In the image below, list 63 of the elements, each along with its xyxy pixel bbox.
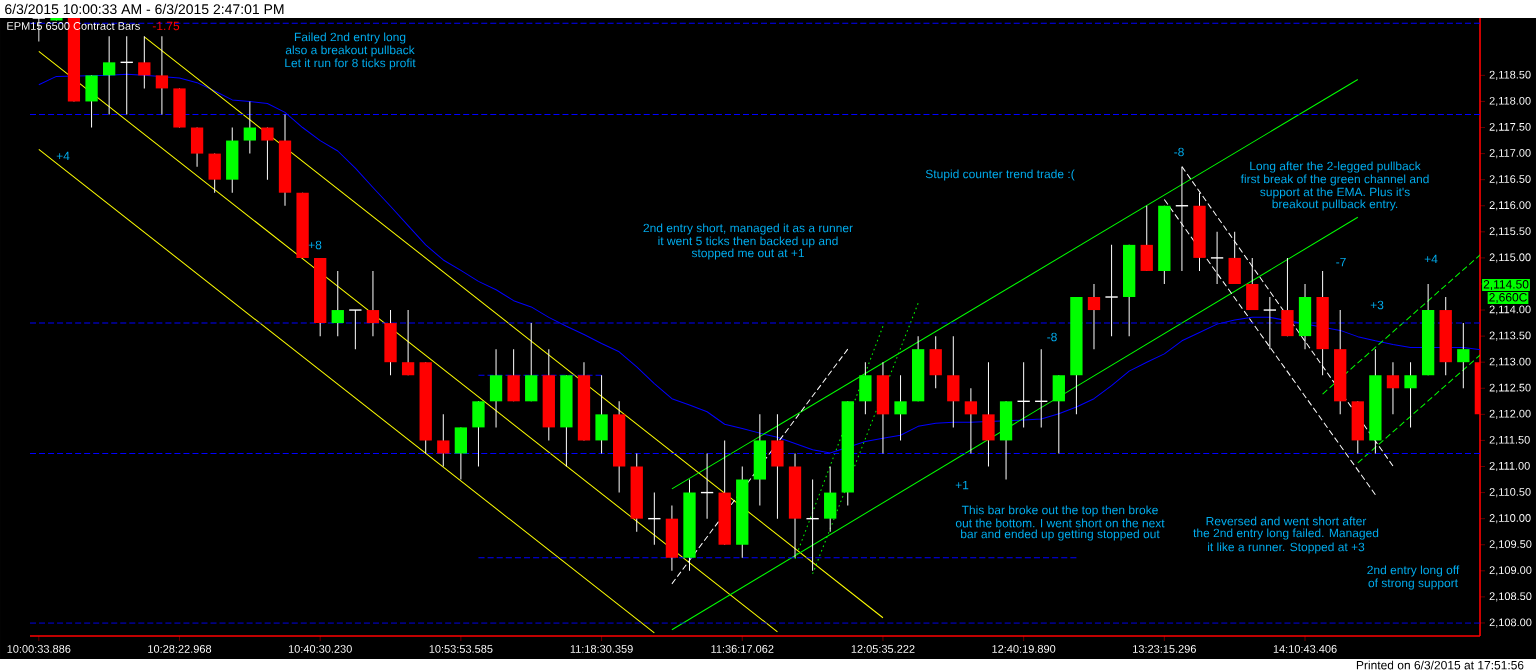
annotation: the 2nd entry long failed. Managed [1193, 528, 1379, 540]
annotation: stopped me out at +1 [691, 248, 804, 260]
x-tick-label: 10:40:30.230 [288, 645, 352, 653]
annotation: Stupid counter trend trade :( [925, 169, 1075, 181]
y-tick-label: 2,110.50 [1489, 488, 1531, 498]
annotation: +8 [308, 240, 322, 250]
y-tick-label: 2,116.50 [1489, 175, 1531, 185]
y-tick-label: 2,110.00 [1489, 514, 1531, 524]
y-tick-label: 2,116.00 [1489, 201, 1531, 211]
y-tick-label: 2,118.50 [1489, 70, 1531, 80]
annotation: also a breakout pullback [285, 45, 415, 57]
annotation: +4 [1424, 254, 1438, 264]
annotation: This bar broke out the top then broke [961, 505, 1158, 517]
x-tick-label: 13:23:15.296 [1133, 645, 1196, 653]
annotation: -1.75 [152, 21, 180, 31]
x-tick-label: 12:05:35.222 [851, 645, 915, 653]
text: Printed on 6/3/2015 at 17:51:56 [1356, 660, 1524, 670]
y-tick-label: 2,114.00 [1489, 305, 1531, 315]
y-tick-label: 2,115.50 [1489, 227, 1531, 237]
text: 2,660C [1489, 293, 1527, 303]
x-tick-label: 14:10:43.406 [1273, 645, 1337, 653]
annotation: Long after the 2-legged pullback [1250, 161, 1421, 173]
y-tick-label: 2,109.50 [1489, 540, 1532, 550]
x-tick-label: 10:00:33.886 [7, 645, 71, 653]
annotation: +4 [56, 151, 70, 161]
y-tick-label: 2,118.00 [1489, 96, 1531, 106]
annotation: -8 [1047, 332, 1057, 342]
annotation: +3 [1370, 300, 1384, 310]
annotation: support at the EMA. Plus it's [1260, 187, 1410, 199]
annotation: +1 [955, 480, 969, 490]
y-tick-label: 2,111.00 [1489, 461, 1530, 472]
annotation: bar and ended up getting stopped out [961, 529, 1160, 541]
annotation: out the bottom. I went short on the next [955, 518, 1165, 528]
y-tick-label: 2,113.00 [1489, 357, 1531, 367]
x-tick-label: 11:18:30.359 [570, 645, 633, 653]
annotation: of strong support [1368, 578, 1458, 590]
y-tick-label: 2,113.50 [1489, 331, 1531, 341]
x-tick-label: 10:53:53.585 [429, 645, 493, 653]
y-tick-label: 2,109.00 [1489, 566, 1532, 576]
y-tick-label: 2,111.50 [1489, 435, 1530, 445]
y-tick-label: 2,112.00 [1489, 409, 1531, 419]
annotation: -8 [1174, 147, 1184, 157]
y-tick-label: 2,115.00 [1489, 253, 1531, 263]
annotation: it like a runner. Stopped at +3 [1208, 542, 1365, 554]
annotation: 2nd entry short, managed it as a runner [643, 223, 853, 235]
y-tick-label: 2,112.50 [1489, 383, 1531, 393]
y-tick-label: 2,117.50 [1489, 122, 1531, 133]
y-tick-label: 2,108.50 [1489, 592, 1532, 602]
x-tick-label: 10:28:22.968 [148, 645, 212, 653]
annotation: Failed 2nd entry long [294, 32, 406, 44]
annotation: first break of the green channel and [1240, 174, 1429, 186]
annotation: Reversed and went short after [1206, 516, 1367, 526]
chart-title: 6/3/2015 10:00:33 AM - 6/3/2015 2:47:01 PM [5, 3, 284, 15]
annotation: breakout pullback entry. [1272, 199, 1398, 211]
text: 2,114.50 [1483, 280, 1529, 290]
annotation: 2nd entry long off [1367, 565, 1460, 577]
x-tick-label: 12:40:19.890 [992, 645, 1056, 653]
annotation: Let it run for 8 ticks profit [285, 58, 416, 70]
annotation: it went 5 ticks then backed up and [658, 236, 838, 248]
x-tick-label: 11:36:17.062 [711, 645, 774, 653]
y-tick-label: 2,117.00 [1489, 149, 1531, 159]
annotation: -7 [1336, 257, 1346, 267]
y-tick-label: 2,108.00 [1489, 618, 1532, 628]
